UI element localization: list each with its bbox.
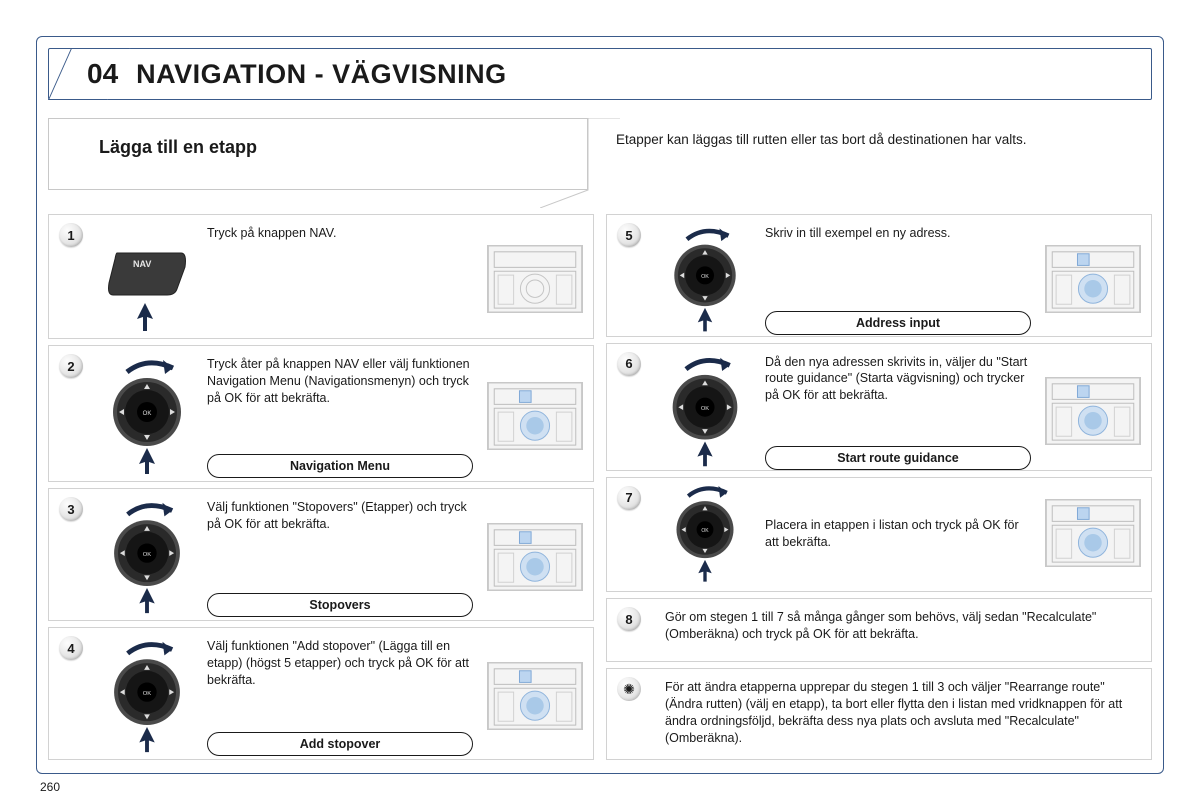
step-number: 1 xyxy=(59,223,83,247)
console-thumb xyxy=(487,382,583,450)
console-thumb xyxy=(487,662,583,730)
steps-columns: 1 Tryck på knappen NAV. 2 Tryck åter på … xyxy=(48,214,1152,760)
subhead-left-box: Lägga till en etapp xyxy=(48,118,588,190)
step-number: 6 xyxy=(617,352,641,376)
chapter-title: NAVIGATION - VÄGVISNING xyxy=(136,59,507,90)
subhead-row: Lägga till en etapp Etapper kan läggas t… xyxy=(48,118,1152,190)
step-text: Då den nya adressen skrivits in, väljer … xyxy=(765,352,1037,422)
step-text: Placera in etappen i listan och tryck på… xyxy=(765,515,1037,551)
console-thumb xyxy=(487,523,583,591)
right-column: 5 Skriv in till exempel en ny adress. Ad… xyxy=(606,214,1152,760)
step-4: 4 Välj funktionen "Add stopover" (Lägga … xyxy=(48,627,594,760)
step-text: Skriv in till exempel en ny adress. xyxy=(765,223,1037,276)
dial-arrow-icon xyxy=(653,223,757,335)
menu-pill: Address input xyxy=(765,311,1031,335)
dial-arrow-icon xyxy=(95,636,199,756)
step-6: 6 Då den nya adressen skrivits in, välje… xyxy=(606,343,1152,471)
step-2: 2 Tryck åter på knappen NAV eller välj f… xyxy=(48,345,594,482)
subhead-right-text: Etapper kan läggas till rutten eller tas… xyxy=(598,118,1152,190)
menu-pill: Add stopover xyxy=(207,732,473,756)
tip-box: ✺ För att ändra etapperna upprepar du st… xyxy=(606,668,1152,760)
tip-text: För att ändra etapperna upprepar du steg… xyxy=(653,677,1141,747)
console-thumb xyxy=(1045,377,1141,445)
nav-key-icon xyxy=(95,223,199,335)
chapter-number: 04 xyxy=(87,58,118,90)
step-number: 2 xyxy=(59,354,83,378)
step-5: 5 Skriv in till exempel en ny adress. Ad… xyxy=(606,214,1152,337)
step-number: 4 xyxy=(59,636,83,660)
dial-arrow-icon xyxy=(95,497,199,617)
step-number: 7 xyxy=(617,486,641,510)
subhead-title: Lägga till en etapp xyxy=(99,137,587,158)
menu-pill: Stopovers xyxy=(207,593,473,617)
lightbulb-icon: ✺ xyxy=(617,677,641,701)
step-text: Gör om stegen 1 till 7 så många gånger s… xyxy=(653,607,1141,644)
step-text: Tryck på knappen NAV. xyxy=(207,223,479,247)
dial-arrow-icon xyxy=(653,486,757,581)
menu-pill: Start route guidance xyxy=(765,446,1031,470)
step-number: 3 xyxy=(59,497,83,521)
console-thumb xyxy=(1045,499,1141,567)
dial-arrow-icon xyxy=(95,354,199,478)
console-thumb xyxy=(487,245,583,313)
step-number: 8 xyxy=(617,607,641,631)
step-7: 7 Placera in etappen i listan och tryck … xyxy=(606,477,1152,592)
console-thumb xyxy=(1045,245,1141,313)
step-number: 5 xyxy=(617,223,641,247)
page-number: 260 xyxy=(40,780,60,794)
menu-pill: Navigation Menu xyxy=(207,454,473,478)
step-text: Välj funktionen "Add stopover" (Lägga ti… xyxy=(207,636,479,707)
step-text: Tryck åter på knappen NAV eller välj fun… xyxy=(207,354,479,427)
step-3: 3 Välj funktionen "Stopovers" (Etapper) … xyxy=(48,488,594,621)
chapter-title-band: 04 NAVIGATION - VÄGVISNING xyxy=(48,48,1152,100)
dial-arrow-icon xyxy=(653,352,757,470)
left-column: 1 Tryck på knappen NAV. 2 Tryck åter på … xyxy=(48,214,594,760)
step-8: 8 Gör om stegen 1 till 7 så många gånger… xyxy=(606,598,1152,662)
step-1: 1 Tryck på knappen NAV. xyxy=(48,214,594,339)
step-text: Välj funktionen "Stopovers" (Etapper) oc… xyxy=(207,497,479,560)
